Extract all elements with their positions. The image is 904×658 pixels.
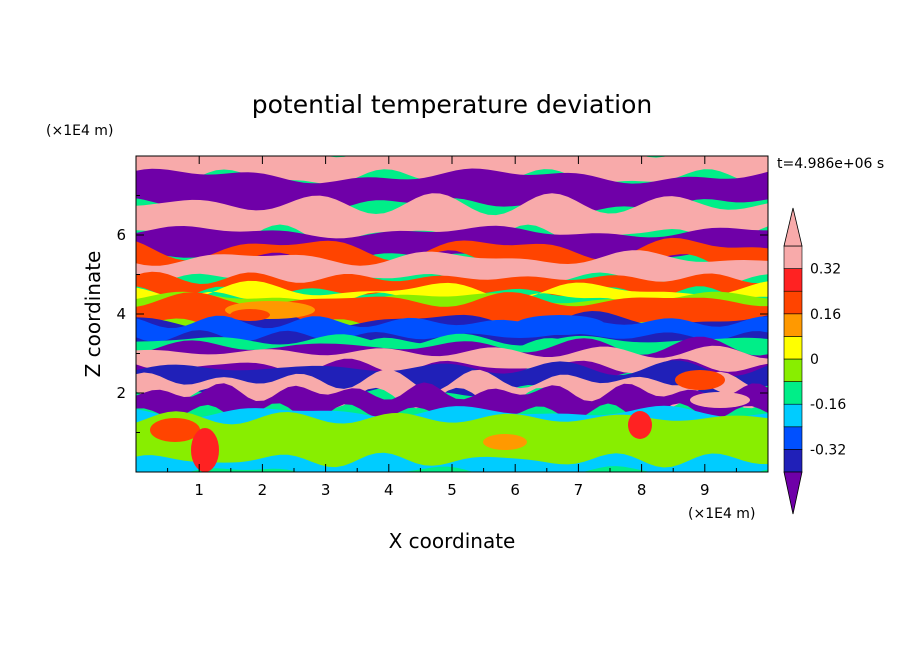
field-eddy-8 — [690, 392, 750, 408]
x-tick-label: 8 — [637, 481, 647, 499]
field-eddy-3 — [191, 428, 219, 472]
colorbar-segment — [783, 336, 803, 360]
x-axis-title: X coordinate — [389, 529, 516, 553]
field-eddy-1 — [230, 309, 270, 321]
colorbar-segment — [783, 290, 803, 315]
colorbar-segment — [783, 358, 803, 382]
x-tick-label: 7 — [574, 481, 584, 499]
colorbar-label: -0.32 — [810, 442, 846, 458]
field-eddy-2 — [150, 418, 200, 442]
y-tick-label: 4 — [116, 305, 126, 323]
colorbar-segment — [783, 381, 803, 405]
y-tick-label: 2 — [116, 384, 126, 402]
y-axis: 2 4 6 — [116, 195, 768, 433]
field-eddy-5 — [483, 434, 527, 450]
field-band-0 — [136, 156, 768, 186]
field-eddy-7 — [675, 370, 725, 390]
colorbar-segment — [783, 426, 803, 450]
field-band-16 — [136, 369, 768, 409]
x-axis: 1 2 3 4 5 6 7 8 9 — [167, 156, 737, 499]
x-tick-label: 5 — [447, 481, 457, 499]
contour-field — [136, 156, 768, 472]
x-tick-label: 2 — [258, 481, 268, 499]
time-label: t=4.986e+06 s — [777, 156, 884, 172]
colorbar-segment — [783, 245, 803, 269]
colorbar-top-arrow — [783, 207, 803, 247]
x-tick-label: 3 — [321, 481, 331, 499]
colorbar-label: 0.16 — [810, 307, 841, 323]
colorbar-label: -0.16 — [810, 397, 846, 413]
field-band-4 — [136, 237, 768, 274]
chart-title: potential temperature deviation — [252, 90, 652, 119]
colorbar-segment — [783, 403, 803, 428]
y-tick-label: 6 — [116, 226, 126, 244]
field-eddy-6 — [515, 315, 605, 335]
field-band-5 — [136, 250, 768, 288]
field-band-14 — [136, 345, 768, 374]
x-tick-label: 9 — [700, 481, 710, 499]
field-eddy-4 — [628, 411, 652, 439]
field-band-19 — [136, 411, 768, 468]
colorbar-bottom-arrow — [783, 471, 803, 515]
colorbar: 0.32 0.16 0 -0.16 -0.32 — [783, 207, 846, 515]
y-axis-title: Z coordinate — [81, 251, 105, 378]
x-tick-label: 4 — [384, 481, 394, 499]
colorbar-segment — [783, 313, 803, 337]
colorbar-segment — [783, 268, 803, 292]
field-band-2 — [136, 193, 768, 245]
x-tick-label: 6 — [510, 481, 520, 499]
field-band-11 — [136, 315, 768, 342]
x-unit-label: (×1E4 m) — [688, 506, 755, 522]
colorbar-label: 0 — [810, 352, 819, 368]
colorbar-segment — [783, 449, 803, 473]
y-unit-label: (×1E4 m) — [46, 123, 113, 139]
colorbar-label: 0.32 — [810, 262, 841, 278]
x-tick-label: 1 — [194, 481, 204, 499]
